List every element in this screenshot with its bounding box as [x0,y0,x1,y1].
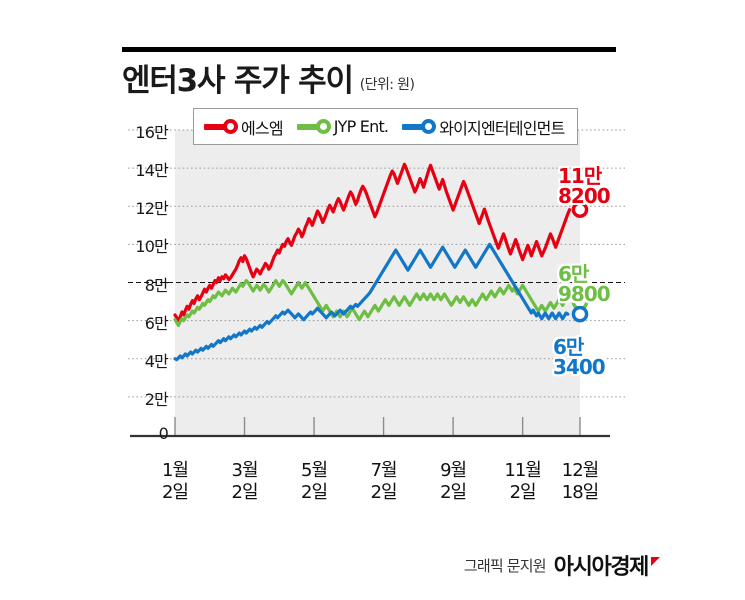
y-axis-tick-label: 12만 [135,199,168,219]
x-tick-day: 2일 [231,481,259,503]
legend-label-jyp: JYP Ent. [333,117,389,136]
x-axis-tick-label: 5월 2일 [284,460,344,504]
chart-legend: 에스엠 JYP Ent. 와이지엔터테인먼트 [193,108,578,145]
y-axis-tick-label: 4만 [144,351,169,371]
y-axis-tick-label: 8만 [144,275,169,295]
x-tick-month: 7월 [370,460,398,481]
y-axis-tick-label: 2만 [144,389,169,409]
x-tick-month: 1월 [161,460,189,481]
y-axis-tick-label: 0 [158,424,169,443]
end-label-line2: 8200 [558,184,611,209]
brand-logo: 아시아경제 [554,549,660,581]
x-axis-tick-label: 7월 2일 [354,460,414,504]
credit-text: 그래픽 문지원 [463,556,547,575]
legend-label-sm: 에스엠 [241,118,284,138]
x-tick-month: 3월 [231,460,259,481]
brand-name: 아시아경제 [553,555,650,580]
series-endpoint-2 [571,305,589,323]
x-tick-day: 2일 [440,481,467,503]
x-tick-day: 18일 [561,481,599,503]
end-label-line1: 6만 [553,335,584,359]
x-axis-tick-label: 1월 2일 [145,460,205,504]
legend-item-jyp[interactable]: JYP Ent. [296,117,389,136]
series-line-2 [173,242,570,362]
yg-end-label: 6만 3400 [553,335,606,380]
x-tick-month: 12월 [561,460,599,481]
legend-item-sm[interactable]: 에스엠 [204,115,284,139]
sm-end-label: 11만 8200 [558,164,611,209]
y-axis-tick-label: 6만 [144,313,169,333]
line-marker-icon [402,118,437,135]
x-tick-month: 5월 [301,460,328,481]
series-line-1 [173,278,566,327]
end-label-line2: 9800 [558,282,611,307]
series-line-0 [173,162,572,324]
page-title: 엔터3사 주가 추이 [122,63,354,99]
legend-item-yg[interactable]: 와이지엔터테인먼트 [402,115,565,139]
y-axis-tick-label: 16만 [135,123,168,142]
line-marker-icon [204,118,238,135]
x-tick-day: 2일 [161,481,189,503]
end-label-line1: 6만 [558,262,589,286]
x-axis-tick-label: 3월 2일 [215,460,275,504]
x-axis-tick-label: 9월 2일 [423,460,483,504]
end-label-line1: 11만 [558,164,602,188]
y-axis-tick-label: 10만 [135,237,168,257]
x-axis-tick-label: 11월 2일 [493,460,553,504]
end-label-line2: 3400 [553,355,606,380]
x-tick-day: 2일 [509,481,537,503]
x-tick-month: 9월 [440,460,467,481]
line-marker-icon [296,118,331,135]
series-endpoint-0 [571,201,589,218]
header-rule [122,47,616,52]
header: 엔터3사 주가 추이 (단위: 원) [122,53,642,97]
x-tick-day: 2일 [301,481,328,503]
x-tick-month: 11월 [504,460,541,481]
footer: 그래픽 문지원 아시아경제 [0,548,745,582]
brand-triangle-icon [651,556,660,566]
y-axis-tick-label: 14만 [135,161,168,181]
unit-note: (단위: 원) [359,77,415,93]
x-axis-tick-label: 12월 18일 [550,460,610,504]
x-tick-day: 2일 [370,481,398,503]
legend-label-yg: 와이지엔터테인먼트 [439,118,565,138]
jyp-end-label: 6만 9800 [558,262,611,307]
